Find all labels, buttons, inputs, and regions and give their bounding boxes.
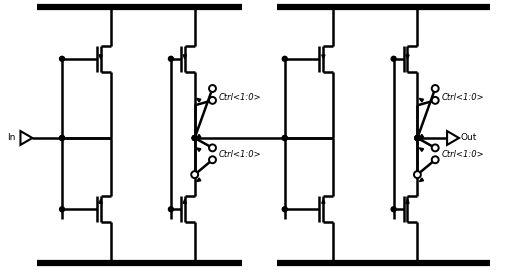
Polygon shape [419, 178, 424, 182]
Circle shape [191, 171, 198, 178]
Circle shape [59, 135, 65, 141]
Circle shape [415, 135, 420, 141]
Polygon shape [196, 178, 201, 182]
Circle shape [59, 207, 65, 212]
Polygon shape [183, 199, 187, 203]
Circle shape [192, 135, 197, 141]
Circle shape [282, 56, 287, 61]
Polygon shape [196, 98, 201, 102]
Text: Out: Out [461, 133, 477, 143]
Text: Ctrl<1:0>: Ctrl<1:0> [218, 150, 261, 159]
Circle shape [59, 56, 65, 61]
Polygon shape [99, 55, 102, 59]
Circle shape [168, 207, 173, 212]
Polygon shape [99, 199, 102, 203]
Circle shape [432, 85, 439, 92]
Text: Ctrl<1:0>: Ctrl<1:0> [441, 93, 484, 102]
Circle shape [415, 135, 420, 141]
Circle shape [432, 156, 439, 163]
Polygon shape [419, 98, 424, 102]
Circle shape [282, 207, 287, 212]
Circle shape [391, 207, 396, 212]
Circle shape [414, 171, 421, 178]
Circle shape [209, 144, 216, 151]
Circle shape [192, 135, 197, 141]
Polygon shape [419, 135, 424, 138]
Circle shape [282, 135, 287, 141]
Circle shape [432, 97, 439, 104]
Circle shape [209, 85, 216, 92]
Polygon shape [419, 148, 424, 152]
Circle shape [59, 135, 65, 141]
Text: In: In [8, 133, 16, 143]
Circle shape [192, 135, 197, 141]
Polygon shape [322, 199, 325, 203]
Circle shape [415, 135, 420, 141]
Polygon shape [406, 55, 409, 59]
Circle shape [391, 56, 396, 61]
Text: Ctrl<1:0>: Ctrl<1:0> [441, 150, 484, 159]
Circle shape [168, 56, 173, 61]
Polygon shape [406, 199, 409, 203]
Polygon shape [183, 55, 187, 59]
Circle shape [432, 144, 439, 151]
Circle shape [209, 156, 216, 163]
Polygon shape [322, 55, 325, 59]
Polygon shape [196, 148, 201, 152]
Text: Ctrl<1:0>: Ctrl<1:0> [218, 93, 261, 102]
Circle shape [415, 135, 420, 141]
Circle shape [282, 135, 287, 141]
Circle shape [209, 97, 216, 104]
Polygon shape [196, 135, 201, 138]
